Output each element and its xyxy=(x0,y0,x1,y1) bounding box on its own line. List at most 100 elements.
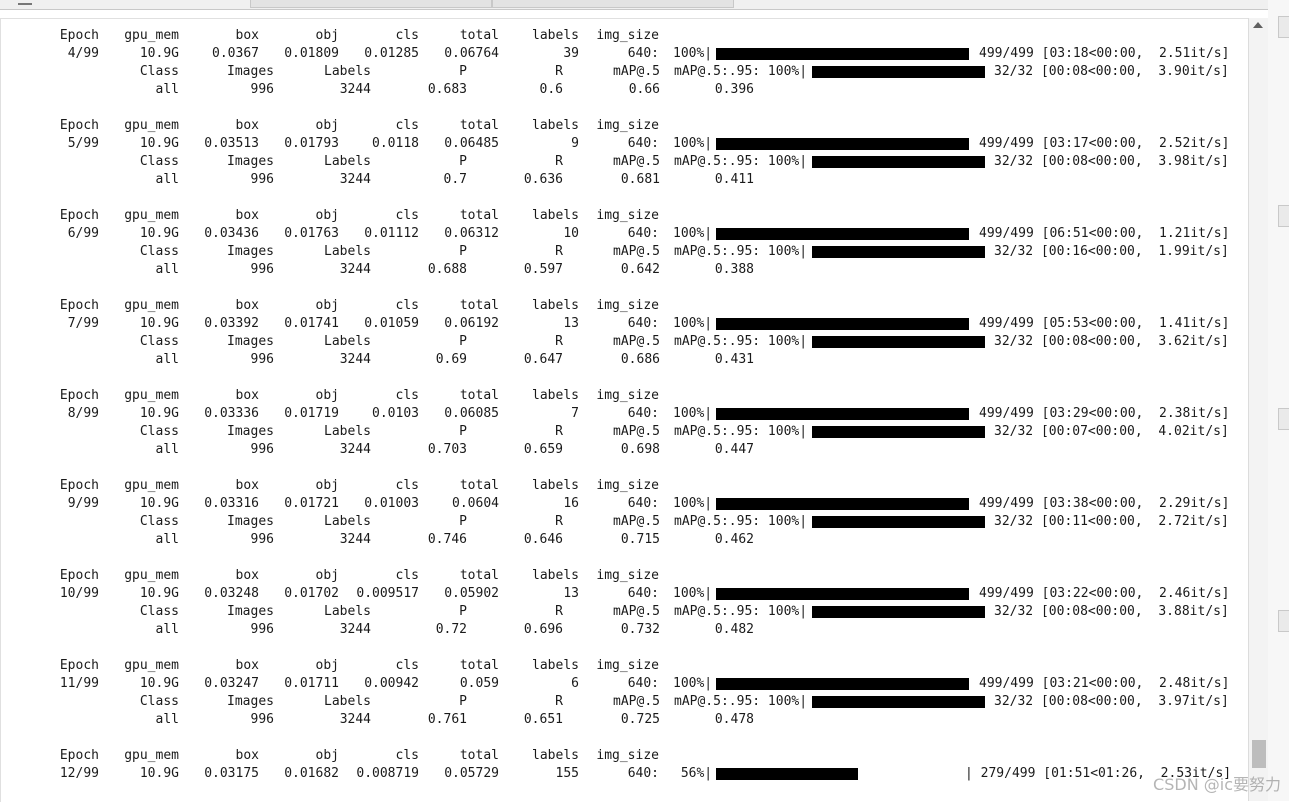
map50-value: 0.686 xyxy=(620,352,660,367)
header-box: box xyxy=(235,28,259,43)
header-epoch: Epoch xyxy=(59,658,99,673)
header-map-percent: mAP@.5:.95: 100%| xyxy=(674,514,808,529)
images-value: 996 xyxy=(250,262,274,277)
images-value: 996 xyxy=(250,622,274,637)
labels-count-value: 13 xyxy=(563,586,579,601)
header-map50: mAP@.5 xyxy=(613,154,660,169)
header-cls: cls xyxy=(395,568,419,583)
recall-value: 0.6 xyxy=(539,82,563,97)
header-img-size: img_size xyxy=(596,118,659,133)
header-epoch: Epoch xyxy=(59,748,99,763)
scrollbar-thumb[interactable] xyxy=(1252,740,1266,768)
cls-loss-value: 0.008719 xyxy=(356,766,419,781)
header-epoch: Epoch xyxy=(59,388,99,403)
labels-count-value: 6 xyxy=(571,676,579,691)
progress-bar-fill xyxy=(716,498,969,510)
epoch-value: 9/99 xyxy=(67,496,99,511)
progress-bar-fill xyxy=(812,66,985,78)
train-progress-stats: 499/499 [03:22<00:00, 2.46it/s] xyxy=(979,586,1230,601)
gpu-mem-value: 10.9G xyxy=(139,586,179,601)
cls-loss-value: 0.01003 xyxy=(364,496,419,511)
header-gpu-mem: gpu_mem xyxy=(124,118,179,133)
header-epoch: Epoch xyxy=(59,568,99,583)
side-collapse-button[interactable] xyxy=(1278,16,1289,38)
header-map50: mAP@.5 xyxy=(613,604,660,619)
train-percent: 100%| xyxy=(673,226,713,241)
header-r: R xyxy=(555,334,563,349)
precision-value: 0.7 xyxy=(443,172,467,187)
gpu-mem-value: 10.9G xyxy=(139,46,179,61)
obj-loss-value: 0.01763 xyxy=(284,226,339,241)
side-panel-strip xyxy=(1268,0,1289,801)
train-percent: 100%| xyxy=(673,496,713,511)
header-img-size: img_size xyxy=(596,208,659,223)
train-percent: 100%| xyxy=(673,586,713,601)
class-all-value: all xyxy=(155,712,179,727)
img-size-value: 640: xyxy=(627,46,659,61)
labels-value: 3244 xyxy=(339,352,371,367)
train-header-line: Epoch gpu_mem box obj cls total labels img_size xyxy=(1,117,1241,135)
header-obj: obj xyxy=(315,298,339,313)
box-loss-value: 0.0367 xyxy=(212,46,259,61)
header-box: box xyxy=(235,388,259,403)
header-cls: cls xyxy=(395,208,419,223)
editor-tab[interactable] xyxy=(250,0,492,8)
side-collapse-button[interactable] xyxy=(1278,610,1289,632)
header-map50: mAP@.5 xyxy=(613,694,660,709)
map50-95-value: 0.478 xyxy=(714,712,754,727)
header-p: P xyxy=(459,514,467,529)
header-map50: mAP@.5 xyxy=(613,64,660,79)
train-progress-stats: | 279/499 [01:51<01:26, 2.53it/s] xyxy=(965,766,1232,781)
menu-icon[interactable] xyxy=(18,0,32,5)
train-progress-stats: 499/499 [03:17<00:00, 2.52it/s] xyxy=(979,136,1230,151)
train-progress-stats: 499/499 [03:18<00:00, 2.51it/s] xyxy=(979,46,1230,61)
editor-tab[interactable] xyxy=(492,0,734,8)
val-progress-stats: 32/32 [00:16<00:00, 1.99it/s] xyxy=(994,244,1229,259)
epoch-value: 6/99 xyxy=(67,226,99,241)
gpu-mem-value: 10.9G xyxy=(139,766,179,781)
box-loss-value: 0.03247 xyxy=(204,676,259,691)
epoch-value: 7/99 xyxy=(67,316,99,331)
scroll-up-arrow-icon[interactable] xyxy=(1253,22,1263,28)
console-scrollbar[interactable] xyxy=(1248,18,1269,801)
precision-value: 0.69 xyxy=(435,352,467,367)
progress-bar-fill xyxy=(812,696,985,708)
header-map50: mAP@.5 xyxy=(613,424,660,439)
header-map50: mAP@.5 xyxy=(613,514,660,529)
header-images: Images xyxy=(227,424,274,439)
map50-95-value: 0.482 xyxy=(714,622,754,637)
header-images: Images xyxy=(227,514,274,529)
header-cls: cls xyxy=(395,478,419,493)
header-map-percent: mAP@.5:.95: 100%| xyxy=(674,244,808,259)
header-gpu-mem: gpu_mem xyxy=(124,208,179,223)
header-class: Class xyxy=(139,604,179,619)
header-cls: cls xyxy=(395,388,419,403)
header-obj: obj xyxy=(315,118,339,133)
side-collapse-button[interactable] xyxy=(1278,408,1289,430)
train-percent: 100%| xyxy=(673,316,713,331)
box-loss-value: 0.03513 xyxy=(204,136,259,151)
labels-value: 3244 xyxy=(339,82,371,97)
header-images: Images xyxy=(227,64,274,79)
total-loss-value: 0.06485 xyxy=(444,136,499,151)
progress-bar-fill xyxy=(716,318,969,330)
train-progress-line-current: 12/99 10.9G 0.03175 0.01682 0.008719 0.05729 1… xyxy=(1,765,1241,783)
header-r: R xyxy=(555,694,563,709)
header-box: box xyxy=(235,568,259,583)
header-labels: labels xyxy=(532,568,579,583)
header-images: Images xyxy=(227,244,274,259)
labels-count-value: 7 xyxy=(571,406,579,421)
img-size-value: 640: xyxy=(627,676,659,691)
val-results-line: all 996 3244 0.7 0.636 0.681 0.411 xyxy=(1,171,1241,189)
header-r: R xyxy=(555,424,563,439)
precision-value: 0.703 xyxy=(427,442,467,457)
header-p: P xyxy=(459,334,467,349)
side-collapse-button[interactable] xyxy=(1278,205,1289,227)
header-map-percent: mAP@.5:.95: 100%| xyxy=(674,604,808,619)
header-cls: cls xyxy=(395,298,419,313)
progress-bar-fill xyxy=(812,516,985,528)
labels-count-value: 13 xyxy=(563,316,579,331)
